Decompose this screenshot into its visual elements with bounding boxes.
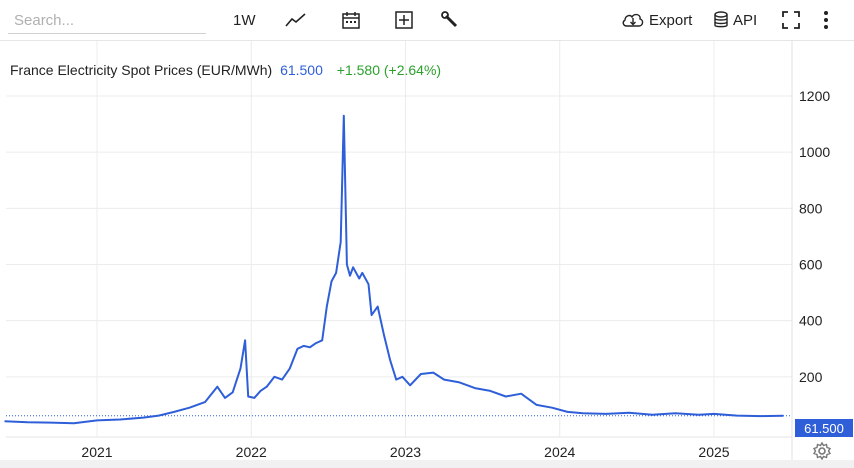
wrench-icon [440,10,460,30]
export-label: Export [649,11,693,29]
export-button[interactable]: Export [621,8,692,32]
x-tick-label: 2024 [544,444,575,460]
y-tick-label: 600 [799,257,823,273]
price-chart[interactable]: 200 400 600 800 1000 1200 2021 2022 2023 2024 2025 [0,41,854,468]
api-button[interactable]: API [713,8,757,32]
cloud-download-icon [621,11,645,29]
footer-strip [0,460,854,468]
period-label: 1W [233,11,256,29]
legend-series-name: France Electricity Spot Prices (EUR/MWh) [10,62,273,78]
compare-button[interactable] [394,8,414,32]
x-tick-label: 2022 [236,444,267,460]
y-tick-label: 800 [799,200,823,216]
database-icon [713,11,729,29]
fullscreen-icon [781,10,801,30]
api-label: API [733,11,758,29]
y-tick-label: 200 [799,369,823,385]
legend-change: +1.580 (+2.64%) [336,62,442,78]
last-price-tag: 61.500 [795,419,853,437]
x-tick-label: 2021 [81,444,112,460]
chart-legend: France Electricity Spot Prices (EUR/MWh)… [10,62,441,78]
more-vertical-icon [822,10,830,30]
period-button[interactable]: 1W [233,8,256,32]
search-input[interactable] [8,8,206,34]
chart-type-button[interactable] [285,8,307,32]
gear-icon [812,441,832,465]
toolbar: 1W Export API [0,0,854,40]
x-tick-label: 2023 [390,444,421,460]
toolbar-divider [0,40,854,41]
x-tick-label: 2025 [698,444,729,460]
y-tick-label: 1000 [799,144,830,160]
date-range-button[interactable] [341,8,361,32]
more-menu-button[interactable] [822,8,830,32]
settings-tools-button[interactable] [440,8,460,32]
calendar-icon [341,10,361,30]
y-tick-label: 1200 [799,88,830,104]
add-box-icon [394,10,414,30]
fullscreen-button[interactable] [781,8,801,32]
legend-last-value: 61.500 [280,62,323,78]
series-line [4,114,784,425]
y-tick-label: 400 [799,313,823,329]
line-chart-icon [285,11,307,29]
chart-settings-button[interactable] [812,441,832,466]
